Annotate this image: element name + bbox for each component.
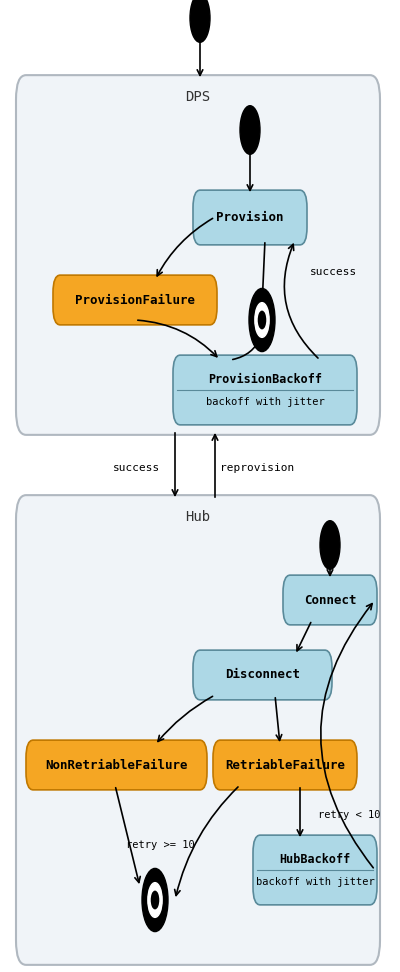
Circle shape	[148, 883, 162, 918]
Circle shape	[320, 521, 340, 570]
Text: Disconnect: Disconnect	[225, 669, 300, 681]
Text: DPS: DPS	[186, 89, 210, 104]
FancyBboxPatch shape	[173, 355, 357, 425]
FancyBboxPatch shape	[26, 740, 207, 790]
Text: retry < 10: retry < 10	[318, 810, 380, 820]
Circle shape	[142, 868, 168, 931]
Text: reprovision: reprovision	[220, 463, 294, 473]
Text: ProvisionBackoff: ProvisionBackoff	[208, 373, 322, 386]
Text: Provision: Provision	[216, 211, 284, 224]
Circle shape	[258, 311, 266, 329]
FancyBboxPatch shape	[53, 275, 217, 325]
Text: success: success	[310, 267, 357, 277]
FancyBboxPatch shape	[253, 835, 377, 905]
Circle shape	[240, 106, 260, 155]
Circle shape	[190, 0, 210, 43]
FancyBboxPatch shape	[213, 740, 357, 790]
FancyBboxPatch shape	[283, 575, 377, 625]
FancyBboxPatch shape	[193, 650, 332, 700]
Text: HubBackoff: HubBackoff	[279, 853, 351, 866]
Text: NonRetriableFailure: NonRetriableFailure	[45, 758, 188, 772]
FancyBboxPatch shape	[16, 75, 380, 434]
Text: Hub: Hub	[186, 509, 210, 524]
Circle shape	[152, 891, 158, 909]
FancyBboxPatch shape	[16, 495, 380, 965]
Text: success: success	[113, 463, 160, 473]
FancyBboxPatch shape	[193, 191, 307, 245]
Text: retry >= 10: retry >= 10	[126, 840, 195, 850]
Circle shape	[249, 289, 275, 352]
Text: RetriableFailure: RetriableFailure	[225, 758, 345, 772]
Text: backoff with jitter: backoff with jitter	[256, 877, 374, 887]
Circle shape	[255, 302, 269, 337]
Text: backoff with jitter: backoff with jitter	[206, 397, 324, 407]
Text: ProvisionFailure: ProvisionFailure	[75, 294, 195, 306]
Text: Connect: Connect	[304, 594, 356, 607]
